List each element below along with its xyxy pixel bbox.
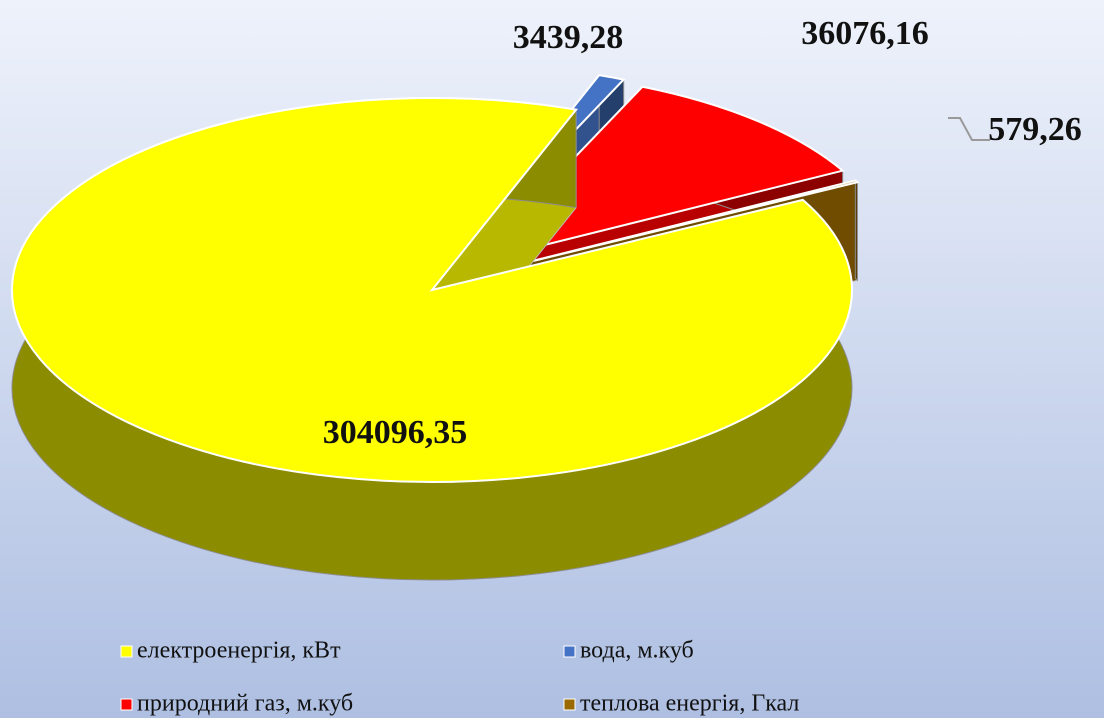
- slice-side: [854, 179, 858, 282]
- slice-top: [11, 97, 853, 483]
- data-label: 579,26: [988, 111, 1082, 148]
- legend-marker: [563, 645, 576, 658]
- leader-line: [948, 117, 990, 141]
- legend-label: вода, м.куб: [580, 638, 694, 664]
- pie-slice: [11, 97, 853, 581]
- legend-marker: [120, 698, 133, 711]
- data-label: 36076,16: [801, 15, 929, 52]
- data-label: 304096,35: [323, 414, 468, 451]
- legend-label: теплова енергія, Гкал: [580, 691, 799, 717]
- legend-label: природний газ, м.куб: [137, 691, 353, 717]
- legend-marker: [563, 698, 576, 711]
- data-label: 3439,28: [513, 19, 624, 56]
- legend: електроенергія, кВт вода, м.куб природний …: [120, 638, 799, 717]
- labels: 304096,35 3439,28 36076,16 579,26: [323, 15, 1082, 451]
- slice-top: [486, 179, 860, 274]
- legend-marker: [120, 645, 133, 658]
- pie: [11, 73, 860, 581]
- legend-label: електроенергія, кВт: [137, 638, 341, 664]
